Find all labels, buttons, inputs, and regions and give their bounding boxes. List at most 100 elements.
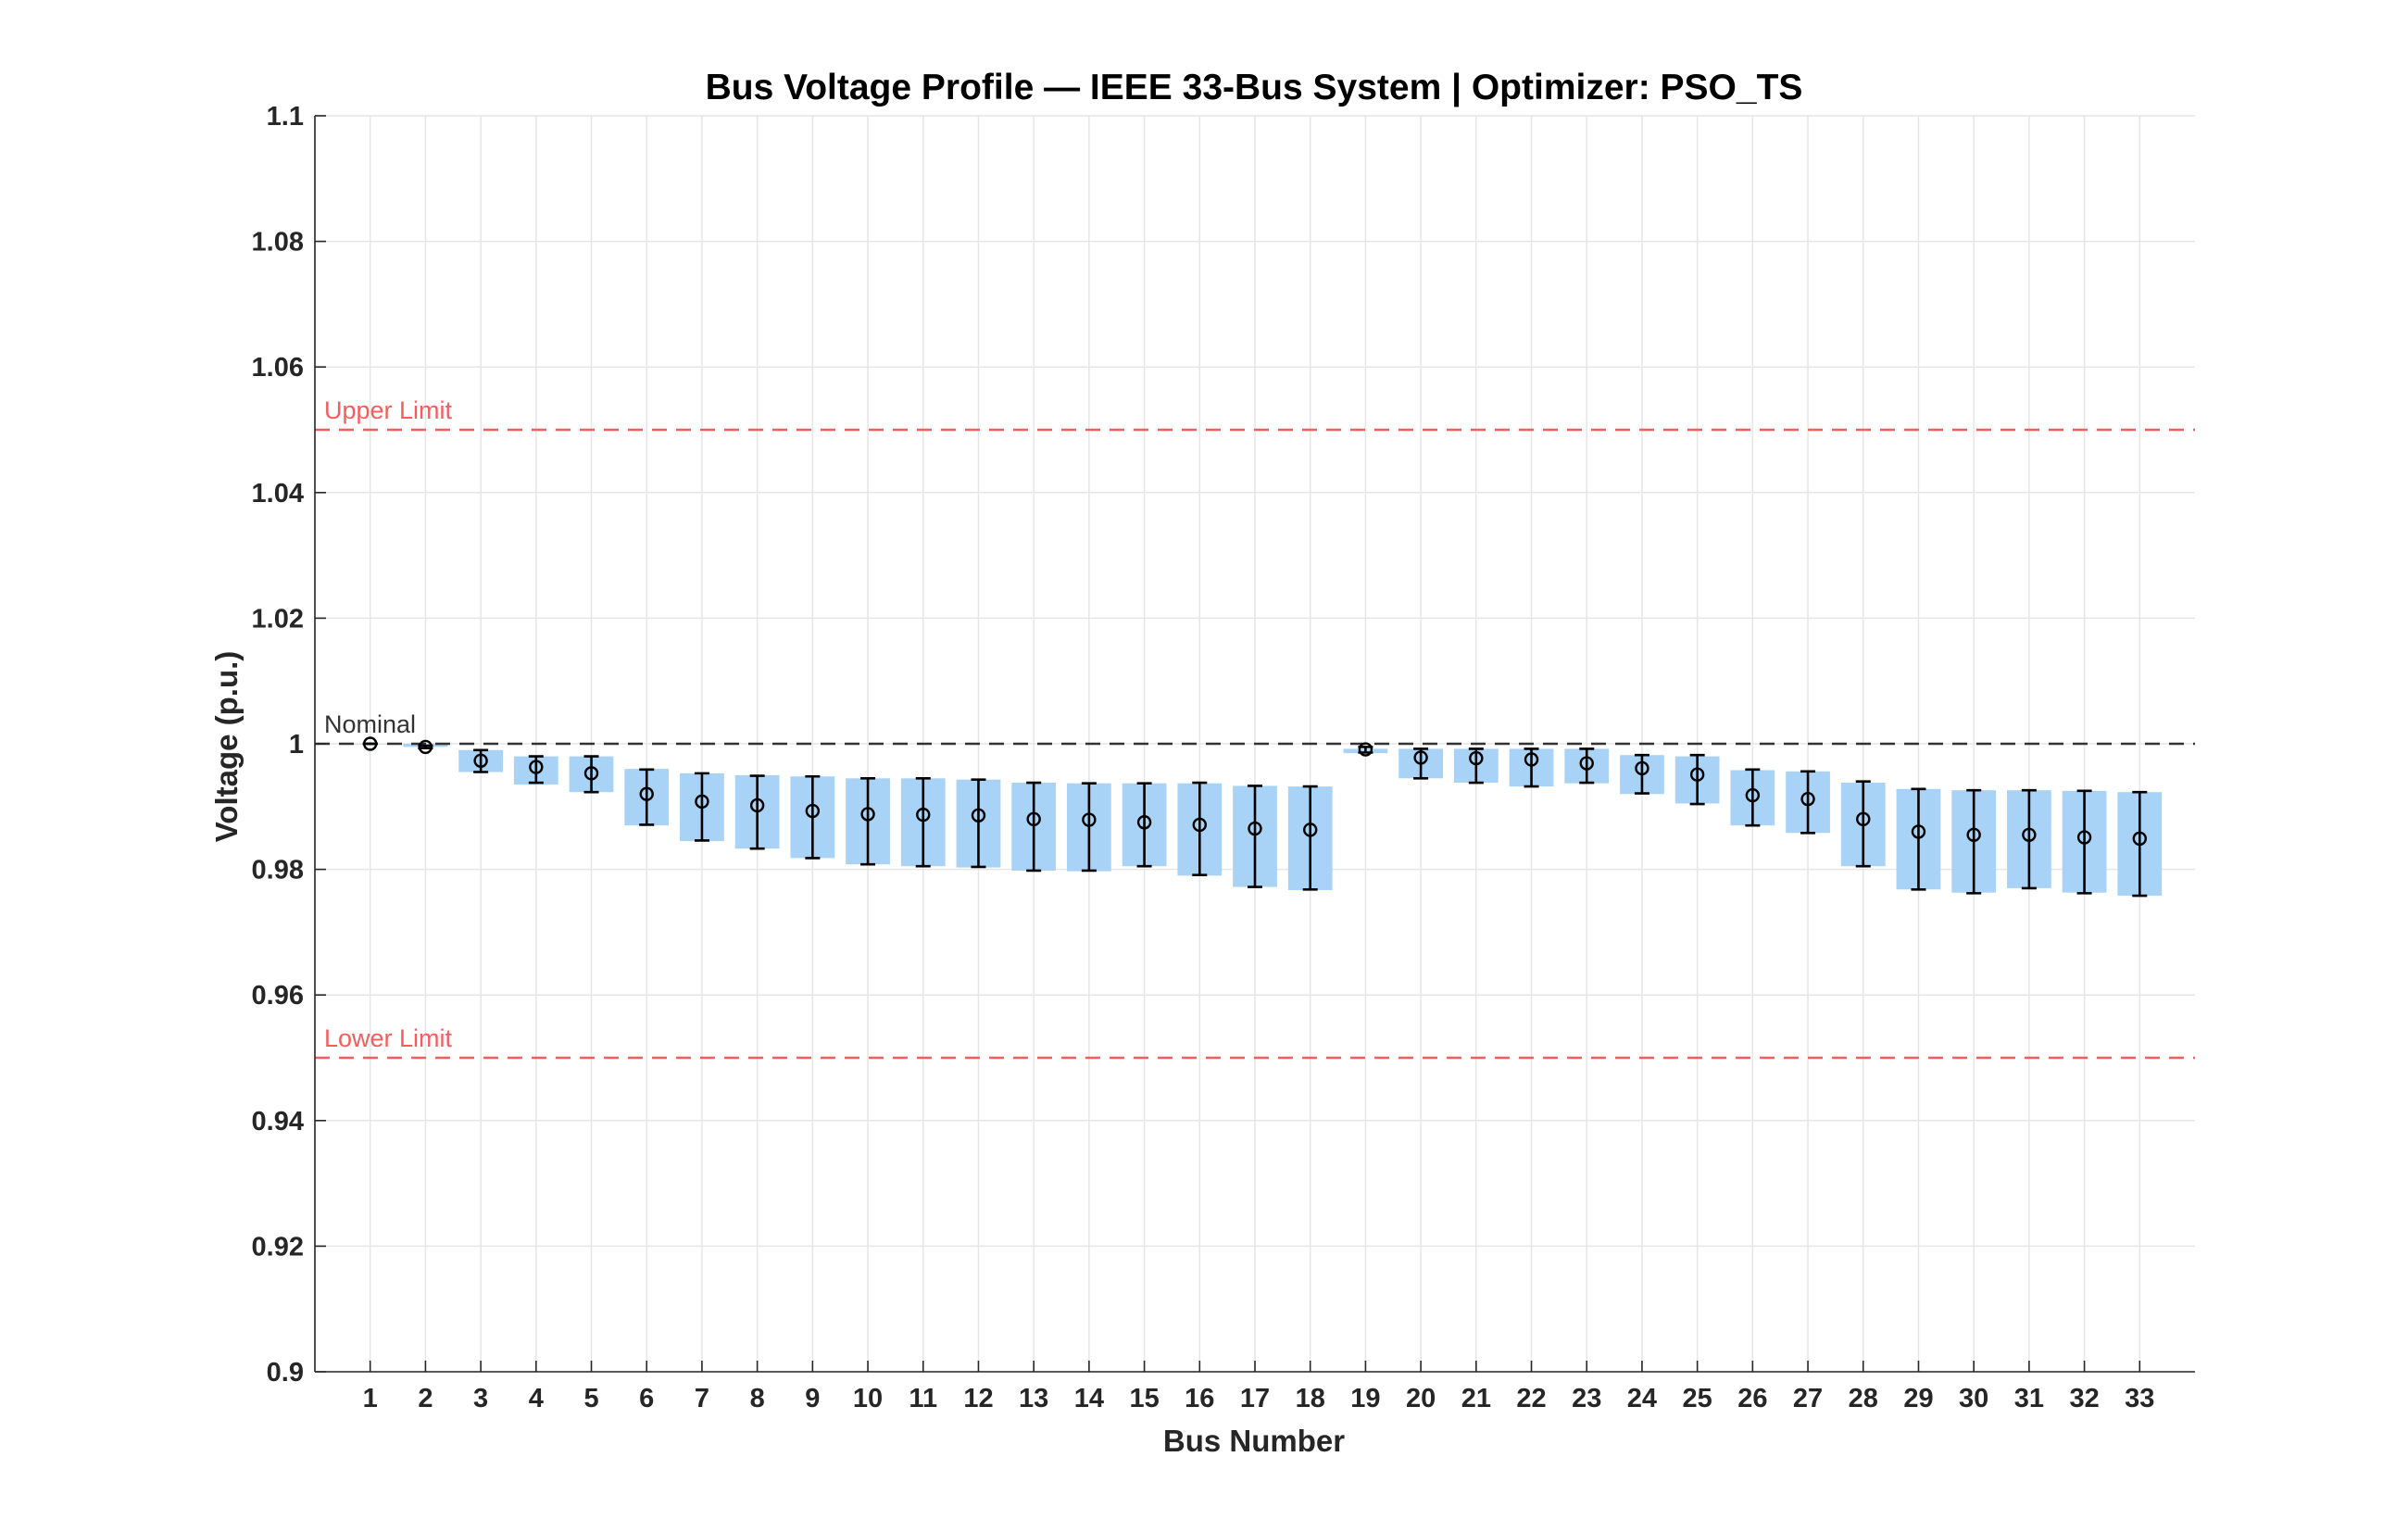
- error-bar-bus-6: [639, 768, 655, 826]
- error-bar-bus-12: [971, 778, 986, 869]
- x-tick-label: 15: [1129, 1384, 1159, 1413]
- mean-marker-bus-29: [1911, 824, 1926, 839]
- x-tick-label: 30: [1959, 1384, 1988, 1413]
- mean-marker-bus-16: [1192, 817, 1207, 833]
- y-tick-label: 0.9: [267, 1358, 304, 1388]
- error-bar-bus-14: [1081, 782, 1097, 873]
- x-axis-label: Bus Number: [1163, 1424, 1345, 1458]
- error-bar-bus-31: [2021, 788, 2037, 890]
- error-bar-bus-21: [1468, 747, 1484, 785]
- mean-marker-bus-6: [639, 786, 654, 801]
- error-bar-bus-15: [1136, 782, 1152, 868]
- mean-marker-bus-20: [1413, 750, 1428, 765]
- nominal-label: Nominal: [324, 710, 416, 738]
- mean-marker-bus-14: [1082, 812, 1097, 827]
- x-tick-label: 28: [1849, 1384, 1878, 1413]
- labels: Bus Voltage Profile — IEEE 33-Bus System…: [209, 68, 1802, 1458]
- reference-lines: Upper Limit Nominal Lower Limit: [315, 396, 2195, 1060]
- error-bar-bus-27: [1800, 770, 1816, 835]
- mean-marker-bus-1: [363, 736, 378, 751]
- x-tick-label: 14: [1074, 1384, 1104, 1413]
- mean-marker-bus-12: [971, 808, 986, 823]
- error-bar-bus-23: [1579, 747, 1595, 785]
- x-tick-label: 22: [1516, 1384, 1546, 1413]
- mean-marker-bus-33: [2132, 831, 2147, 847]
- x-tick-label: 17: [1240, 1384, 1270, 1413]
- error-bar-bus-13: [1026, 781, 1042, 873]
- x-tick-label: 8: [750, 1384, 765, 1413]
- y-tick-label: 0.94: [252, 1107, 304, 1136]
- mean-marker-bus-24: [1635, 760, 1649, 776]
- mean-marker-bus-19: [1358, 742, 1373, 757]
- mean-marker-bus-10: [860, 807, 875, 822]
- x-tick-label: 7: [695, 1384, 709, 1413]
- error-bar-bus-22: [1524, 747, 1539, 788]
- y-tick-label: 1.06: [252, 353, 304, 383]
- x-tick-label: 21: [1461, 1384, 1491, 1413]
- x-tick-label: 13: [1019, 1384, 1048, 1413]
- error-bar-bus-29: [1911, 787, 1926, 891]
- mean-marker-bus-5: [583, 766, 599, 781]
- mean-marker-bus-11: [916, 807, 931, 823]
- error-bar-bus-10: [860, 776, 876, 866]
- x-tick-label: 19: [1350, 1384, 1380, 1413]
- mean-marker-bus-22: [1524, 752, 1539, 767]
- mean-marker-bus-8: [749, 797, 765, 813]
- upper-limit-label: Upper Limit: [324, 396, 453, 424]
- mean-markers: [363, 736, 2147, 847]
- mean-marker-bus-21: [1469, 750, 1484, 766]
- y-tick-label: 1.02: [252, 604, 304, 634]
- error-bar-bus-17: [1248, 785, 1262, 888]
- y-axis-label: Voltage (p.u.): [209, 651, 244, 843]
- mean-marker-bus-28: [1856, 811, 1871, 827]
- x-tick-label: 10: [853, 1384, 883, 1413]
- x-tick-label: 20: [1406, 1384, 1436, 1413]
- y-tick-label: 0.98: [252, 856, 304, 885]
- mean-marker-bus-2: [418, 739, 433, 755]
- mean-marker-bus-31: [2022, 827, 2037, 843]
- y-tick-label: 1: [289, 730, 304, 760]
- y-tick-label: 1.1: [267, 102, 304, 132]
- x-tick-label: 23: [1572, 1384, 1601, 1413]
- x-tick-label: 29: [1903, 1384, 1933, 1413]
- error-bar-bus-32: [2076, 789, 2092, 895]
- x-tick-label: 5: [583, 1384, 598, 1413]
- x-tick-label: 9: [805, 1384, 820, 1413]
- error-bar-bus-5: [583, 755, 599, 794]
- mean-marker-bus-9: [805, 803, 821, 819]
- mean-marker-bus-26: [1745, 787, 1761, 803]
- x-tick-label: 11: [909, 1384, 937, 1413]
- x-tick-label: 2: [418, 1384, 433, 1413]
- mean-marker-bus-15: [1136, 815, 1152, 830]
- x-tick-label: 33: [2125, 1384, 2154, 1413]
- error-bar-bus-28: [1855, 780, 1871, 868]
- x-tick-label: 16: [1185, 1384, 1214, 1413]
- x-tick-label: 6: [639, 1384, 654, 1413]
- y-tick-label: 1.04: [252, 479, 304, 509]
- mean-marker-bus-13: [1026, 811, 1041, 827]
- x-tick-label: 24: [1627, 1384, 1657, 1413]
- x-tick-label: 4: [529, 1384, 544, 1413]
- x-tick-label: 3: [473, 1384, 488, 1413]
- error-bar-bus-16: [1192, 781, 1208, 877]
- x-tick-label: 1: [363, 1384, 378, 1413]
- error-bar-bus-26: [1745, 768, 1761, 827]
- mean-marker-bus-25: [1689, 767, 1705, 782]
- y-tick-label: 0.92: [252, 1232, 304, 1262]
- x-tick-label: 27: [1793, 1384, 1823, 1413]
- x-tick-label: 26: [1737, 1384, 1767, 1413]
- mean-marker-bus-7: [695, 794, 709, 810]
- mean-marker-bus-4: [529, 760, 544, 774]
- error-bar-bus-11: [915, 776, 931, 868]
- y-tick-label: 0.96: [252, 981, 304, 1011]
- axes: 0.9 0.92 0.94 0.96 0.98 1 1.02 1.04 1.06 1.08 1.1 1…: [252, 102, 2195, 1413]
- mean-marker-bus-18: [1303, 823, 1318, 837]
- mean-marker-bus-30: [1966, 827, 1981, 843]
- mean-marker-bus-17: [1248, 821, 1262, 836]
- mean-marker-bus-27: [1800, 791, 1815, 807]
- x-tick-label: 12: [963, 1384, 993, 1413]
- mean-marker-bus-23: [1579, 756, 1594, 771]
- x-tick-label: 32: [2069, 1384, 2099, 1413]
- mean-marker-bus-32: [2076, 830, 2092, 845]
